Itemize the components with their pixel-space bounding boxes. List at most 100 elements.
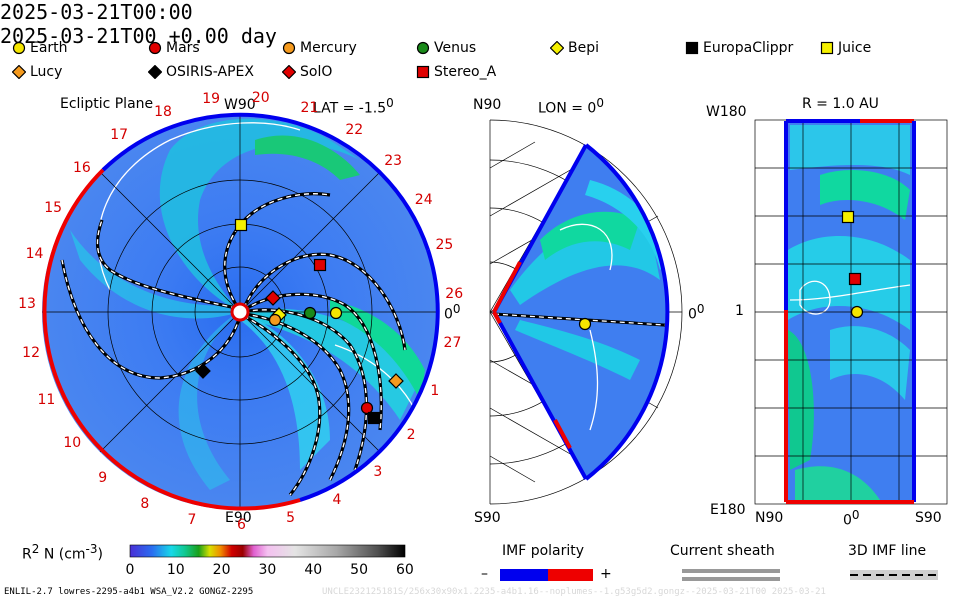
colorbar-tick-label: 10 [166, 562, 185, 578]
marker-europaclippr [367, 411, 381, 425]
carrington-label: 27 [443, 335, 462, 352]
meridional-top-label: N90 [473, 97, 502, 113]
carrington-label: 22 [345, 121, 364, 138]
carrington-label: 4 [332, 491, 342, 508]
carrington-label: 20 [251, 89, 270, 106]
sphere-top-left-label: W180 [706, 104, 747, 120]
circle-marker-icon [282, 41, 296, 55]
colorbar-label: R2 N (cm-3) [22, 542, 103, 563]
carrington-label: 5 [286, 510, 296, 527]
colorbar-tick-label: 50 [350, 562, 368, 578]
current-sheath-swatch [682, 569, 780, 581]
object-markers [195, 210, 864, 425]
legend-label: EuropaClippr [703, 40, 794, 56]
ecliptic-bottom-label: E90 [225, 510, 252, 526]
meridional-plane-panel [489, 119, 683, 505]
ecliptic-title: Ecliptic Plane [60, 96, 154, 112]
legend-item-earth: Earth [12, 40, 68, 56]
carrington-label: 2 [406, 426, 416, 443]
ecliptic-right-label: 00 [444, 302, 461, 323]
marker-mercury [268, 313, 282, 327]
square-marker-icon [416, 65, 430, 79]
carrington-label: 7 [187, 512, 197, 529]
carrington-label: 14 [25, 246, 44, 263]
carrington-label: 8 [140, 496, 150, 513]
legend-item-stereo-a: Stereo_A [416, 64, 496, 80]
meridional-right-label: 00 [688, 302, 705, 323]
carrington-label: 9 [98, 470, 108, 487]
legend-label: Juice [838, 40, 872, 56]
marker-earth [850, 305, 864, 319]
carrington-label: 21 [300, 100, 319, 117]
carrington-label: 1 [430, 383, 440, 400]
density-colorbar [129, 544, 406, 558]
marker-stereo-a [848, 272, 862, 286]
carrington-label: 16 [72, 159, 91, 176]
carrington-label: 6 [236, 516, 246, 533]
legend-item-osiris-apex: OSIRIS-APEX [148, 64, 254, 80]
imf-line-title: 3D IMF line [848, 543, 927, 559]
colorbar-tick-label: 60 [396, 562, 414, 578]
imf-plus: + [600, 566, 612, 582]
legend-item-bepi: Bepi [550, 40, 599, 56]
circle-marker-icon [148, 41, 162, 55]
square-marker-icon [685, 41, 699, 55]
ecliptic-lat: LAT = -1.50 [313, 96, 394, 117]
colorbar-tick-label: 0 [125, 562, 135, 578]
ecliptic-top-label: W90 [224, 97, 256, 113]
sphere-x-right: S90 [915, 510, 942, 526]
ecliptic-plane-panel [42, 112, 440, 511]
sphere-x-left: N90 [755, 510, 784, 526]
carrington-label: 12 [22, 345, 40, 362]
marker-osiris-apex [195, 363, 211, 379]
legend-item-mars: Mars [148, 40, 200, 56]
legend-item-solo: SolO [282, 64, 332, 80]
legend-label: OSIRIS-APEX [166, 64, 254, 80]
diamond-marker-icon [282, 65, 296, 79]
sphere-x-mid: 00 [843, 508, 860, 529]
right-timestamp: 2025-03-21T00 +0.00 day [0, 24, 277, 48]
left-timestamp: 2025-03-21T00:00 [0, 0, 193, 24]
legend-label: Lucy [30, 64, 63, 80]
carrington-label: 18 [154, 103, 172, 120]
footer-model-info: ENLIL-2.7 lowres-2295-a4b1 WSA_V2.2 GONG… [4, 587, 254, 597]
legend-item-venus: Venus [416, 40, 476, 56]
carrington-label: 17 [110, 126, 129, 143]
carrington-label: 11 [37, 392, 56, 409]
imf-line-swatch [850, 570, 938, 580]
square-marker-icon [820, 41, 834, 55]
footer-run-info: UNCLE232125181S/256x30x90x1.2235-a4b1.16… [322, 587, 826, 597]
colorbar-tick-label: 30 [258, 562, 277, 578]
carrington-label: 13 [18, 295, 36, 312]
sphere-map-panel [754, 119, 948, 505]
meridional-bottom-label: S90 [474, 510, 501, 526]
sphere-mid-left-label: 1 [735, 303, 744, 319]
marker-juice [841, 210, 855, 224]
marker-stereo-a [313, 258, 327, 272]
marker-venus [303, 306, 317, 320]
legend-item-lucy: Lucy [12, 64, 62, 80]
current-sheath-title: Current sheath [670, 543, 775, 559]
marker-juice [234, 218, 248, 232]
imf-minus: – [481, 566, 488, 582]
carrington-label: 24 [414, 191, 433, 208]
legend-item-europaclippr: EuropaClippr [685, 40, 793, 56]
carrington-label: 15 [44, 200, 63, 217]
legend-label: Mars [166, 40, 200, 56]
meridional-lon: LON = 00 [538, 96, 604, 117]
marker-mars [360, 401, 374, 415]
circle-marker-icon [416, 41, 430, 55]
carrington-label: 10 [63, 434, 82, 451]
legend-label: Earth [30, 40, 68, 56]
legend-label: SolO [300, 64, 333, 80]
diamond-marker-icon [12, 65, 26, 79]
diamond-marker-icon [148, 65, 162, 79]
carrington-label: 26 [445, 285, 464, 302]
imf-polarity-title: IMF polarity [502, 543, 585, 559]
legend-label: Mercury [300, 40, 357, 56]
legend-item-mercury: Mercury [282, 40, 357, 56]
sphere-title: R = 1.0 AU [802, 96, 879, 112]
legend-item-juice: Juice [820, 40, 871, 56]
legend-label: Bepi [568, 40, 599, 56]
